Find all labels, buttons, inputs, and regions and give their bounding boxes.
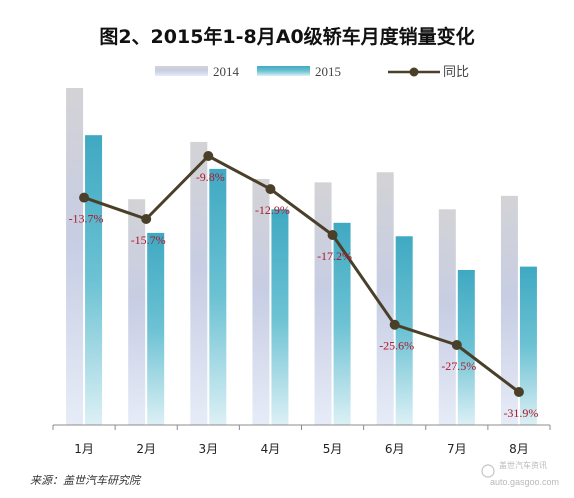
yoy-data-label: -17.2% xyxy=(317,249,352,263)
yoy-data-label: -9.8% xyxy=(196,170,225,184)
legend-label-2014: 2014 xyxy=(213,64,240,79)
x-tick-label: 5月 xyxy=(323,442,343,456)
yoy-data-label: -15.7% xyxy=(131,233,166,247)
bar-2014-3 xyxy=(190,141,208,426)
watermark: 盖世汽车资讯 auto.gasgoo.com xyxy=(481,460,559,487)
bar-2014-5 xyxy=(314,182,332,425)
watermark-cn: 盖世汽车资讯 xyxy=(499,460,547,470)
legend-swatch-2015 xyxy=(257,66,310,76)
bar-2014-1 xyxy=(66,88,84,425)
x-tick-label: 7月 xyxy=(447,442,467,456)
yoy-point-4 xyxy=(265,184,276,195)
legend-marker-yoy xyxy=(409,67,419,77)
legend-label-yoy: 同比 xyxy=(443,64,469,79)
yoy-line-layer xyxy=(79,151,524,397)
x-axis-ticks: 1月 2月 3月 4月 5月 6月 7月 8月 xyxy=(52,425,551,456)
yoy-data-label: -31.9% xyxy=(503,406,538,420)
bar-2015-3 xyxy=(209,168,227,425)
x-tick-label: 2月 xyxy=(136,442,156,456)
legend-swatch-2014 xyxy=(155,66,208,76)
yoy-data-labels: -13.7% -15.7% -9.8% -12.9% -17.2% -25.6% -27.5… xyxy=(69,170,539,420)
x-tick-label: 8月 xyxy=(509,442,529,456)
yoy-data-label: -25.6% xyxy=(379,339,414,353)
yoy-line xyxy=(83,154,520,394)
x-tick-label: 4月 xyxy=(261,442,281,456)
x-tick-label: 6月 xyxy=(385,442,405,456)
watermark-en: auto.gasgoo.com xyxy=(490,477,559,487)
yoy-point-1 xyxy=(79,192,90,203)
yoy-data-label: -13.7% xyxy=(69,212,104,226)
legend: 2014 2015 同比 xyxy=(155,64,469,79)
bar-2015-2 xyxy=(147,232,165,425)
bar-2015-8 xyxy=(519,266,537,425)
bar-2014-6 xyxy=(376,172,394,425)
yoy-data-label: -27.5% xyxy=(441,359,476,373)
yoy-point-6 xyxy=(389,319,400,330)
bars xyxy=(66,88,537,426)
bar-2014-7 xyxy=(438,209,456,425)
bar-2014-4 xyxy=(252,178,270,425)
bar-2014-2 xyxy=(128,199,146,425)
legend-label-2015: 2015 xyxy=(315,64,341,79)
yoy-point-5 xyxy=(327,230,338,241)
bar-2015-7 xyxy=(457,269,475,425)
yoy-point-8 xyxy=(513,387,524,397)
watermark-logo-icon xyxy=(481,464,495,478)
bar-2015-1 xyxy=(85,135,103,425)
x-tick-label: 1月 xyxy=(74,442,94,456)
yoy-point-3 xyxy=(203,151,214,161)
bar-2015-5 xyxy=(333,222,351,425)
bar-2014-8 xyxy=(500,195,518,425)
x-tick-label: 3月 xyxy=(198,442,218,456)
bar-2015-4 xyxy=(271,209,289,425)
yoy-point-7 xyxy=(451,340,462,351)
chart-title: 图2、2015年1-8月A0级轿车月度销量变化 xyxy=(99,25,474,48)
source-note: 来源：盖世汽车研究院 xyxy=(30,474,142,487)
yoy-data-label: -12.9% xyxy=(255,203,290,217)
yoy-point-2 xyxy=(141,214,152,225)
bar-2015-6 xyxy=(395,236,413,425)
